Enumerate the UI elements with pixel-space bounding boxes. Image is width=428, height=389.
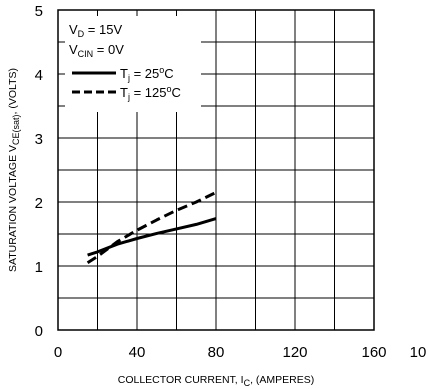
plot-frame [57,9,375,331]
leg125-value: = 125 [130,85,167,100]
cond-vd-main: V [69,22,78,37]
y-tick-label: 4 [35,67,43,84]
cond-vcin-rest: = 0V [93,42,124,57]
x-axis-title-sub: C [244,378,251,388]
legend-label-25c: Tj = 25oC [120,65,174,83]
legend-label-125c: Tj = 125oC [120,84,181,102]
x-axis-title: COLLECTOR CURRENT, IC, (AMPERES) [118,374,315,388]
cond-vd-sub: D [78,29,85,39]
x-tick-label: 40 [129,344,146,361]
x-tick-label: 0 [54,344,62,361]
y-tick-label: 5 [35,3,43,20]
x-tick-label: 120 [282,344,307,361]
y-tick-label: 1 [35,259,43,276]
leg125-sup: o [166,84,171,94]
series-line-25c [87,217,217,257]
cond-vd-rest: = 15V [84,22,122,37]
y-tick-label: 3 [35,131,43,148]
leg125-unit: C [171,85,180,100]
y-tick-label: 2 [35,195,43,212]
legend-background [65,16,201,112]
leg25-sup: o [159,65,164,75]
grid-lines [58,10,374,330]
cond-vcin-sub: CIN [78,49,94,59]
y-axis-title-main: SATURATION VOLTAGE V [7,145,19,272]
leg125-sub: j [127,92,130,102]
leg125-main: T [120,85,128,100]
x-axis-title-suffix: , (AMPERES) [250,374,314,386]
leg25-unit: C [164,66,173,81]
x-tick-label: 80 [208,344,225,361]
x-tick-labels: 0 40 80 120 160 10 [54,344,427,361]
legend: VD = 15V VCIN = 0V Tj = 25oC Tj = 125oC [65,16,201,112]
y-axis-title-suffix: , (VOLTS) [7,68,19,114]
y-axis-title-sub: CE(sat) [11,114,21,145]
x-tick-label-partial: 10 [410,344,427,361]
data-series [86,191,217,265]
x-tick-label: 160 [361,344,386,361]
legend-condition-vd: VD = 15V [69,22,122,39]
x-axis-title-main: COLLECTOR CURRENT, I [118,374,244,386]
y-axis-title: SATURATION VOLTAGE VCE(sat), (VOLTS) [7,68,21,272]
cond-vcin-main: V [69,42,78,57]
leg25-sub: j [127,73,130,83]
leg25-main: T [120,66,128,81]
legend-condition-vcin: VCIN = 0V [69,42,124,59]
y-tick-labels: 0 1 2 3 4 5 [35,3,43,340]
leg25-value: = 25 [130,66,159,81]
y-tick-label: 0 [35,323,43,340]
series-line-125c [86,191,217,265]
